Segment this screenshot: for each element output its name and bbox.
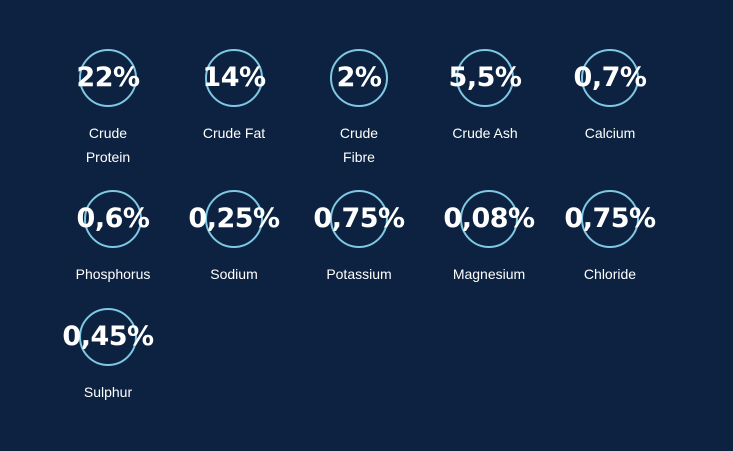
stat-label: Magnesium bbox=[416, 262, 562, 286]
stat-label: Potassium bbox=[286, 262, 432, 286]
stat-value: 0,45% bbox=[62, 321, 154, 352]
stat-value: 0,75% bbox=[313, 203, 405, 234]
circle-ring-icon bbox=[459, 189, 519, 249]
stat-value: 0,6% bbox=[76, 203, 150, 234]
stat-label: Sulphur bbox=[35, 380, 181, 404]
circle-ring-icon bbox=[455, 48, 515, 108]
stat-label-line: Chloride bbox=[583, 266, 637, 282]
stat-label-line: Magnesium bbox=[452, 266, 526, 282]
stat-label: Calcium bbox=[537, 121, 683, 145]
stat-label: Chloride bbox=[537, 262, 683, 286]
stat-value: 22% bbox=[76, 62, 140, 93]
circle-ring-icon bbox=[329, 48, 389, 108]
stat-label-line: Crude Fat bbox=[202, 125, 266, 141]
circle-ring-icon bbox=[83, 189, 143, 249]
stat-label-line: Calcium bbox=[584, 125, 636, 141]
stat-value: 0,08% bbox=[443, 203, 535, 234]
circle-ring-icon bbox=[580, 48, 640, 108]
stat-value: 0,25% bbox=[188, 203, 280, 234]
stat-label: Phosphorus bbox=[40, 262, 186, 286]
stat-label-line: Phosphorus bbox=[75, 266, 151, 282]
stat-label: Sodium bbox=[161, 262, 307, 286]
stat-label-line: Sodium bbox=[210, 266, 258, 282]
stat-label: Crude Ash bbox=[412, 121, 558, 145]
stat-label-line: Sulphur bbox=[83, 384, 133, 400]
stat-label: Crude Fat bbox=[161, 121, 307, 145]
stat-value: 5,5% bbox=[448, 62, 522, 93]
stat-label-line: Protein bbox=[85, 149, 131, 165]
stat-value: 14% bbox=[202, 62, 266, 93]
stat-label-line: Crude Ash bbox=[452, 125, 518, 141]
stat-label: Crude Fibre bbox=[286, 121, 432, 169]
stat-value: 0,7% bbox=[573, 62, 647, 93]
circle-ring-icon bbox=[78, 307, 138, 367]
circle-ring-icon bbox=[329, 189, 389, 249]
stat-value: 2% bbox=[336, 62, 382, 93]
stat-label-line: Potassium bbox=[326, 266, 392, 282]
stat-label-line: Crude bbox=[339, 125, 379, 141]
circle-ring-icon bbox=[204, 48, 264, 108]
stat-label-line: Fibre bbox=[343, 149, 375, 165]
circle-ring-icon bbox=[580, 189, 640, 249]
circle-ring-icon bbox=[78, 48, 138, 108]
stat-label: Crude Protein bbox=[35, 121, 181, 169]
stat-value: 0,75% bbox=[564, 203, 656, 234]
stat-label-line: Crude bbox=[88, 125, 128, 141]
circle-ring-icon bbox=[204, 189, 264, 249]
